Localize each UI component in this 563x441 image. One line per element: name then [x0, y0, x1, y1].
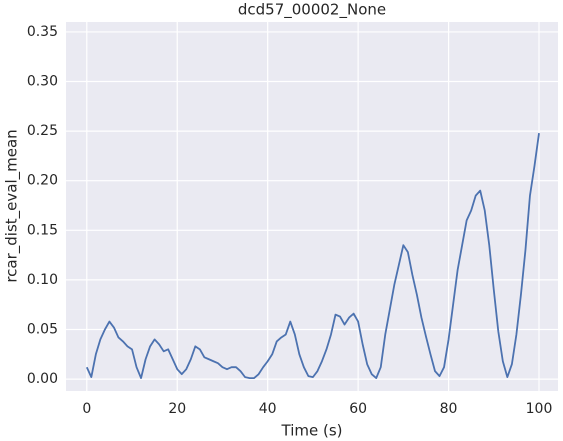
x-axis-label: Time (s) [281, 422, 343, 440]
x-tick-label: 60 [349, 401, 367, 417]
data-line [85, 132, 540, 379]
y-tick-label: 0.35 [27, 24, 58, 40]
y-tick-label: 0.30 [27, 74, 58, 90]
y-tick-label: 0.20 [27, 173, 58, 189]
y-tick-label: 0.10 [27, 272, 58, 288]
x-tick-label: 80 [440, 401, 458, 417]
y-tick-label: 0.05 [27, 322, 58, 338]
y-tick-label: 0.00 [27, 371, 58, 387]
y-axis-label: rcar_dist_eval_mean [3, 129, 22, 282]
x-tick-label: 20 [168, 401, 186, 417]
y-tick-label: 0.25 [27, 123, 58, 139]
x-tick-label: 40 [259, 401, 277, 417]
x-tick-label: 100 [526, 401, 553, 417]
x-tick-label: 0 [82, 401, 91, 417]
chart-title: dcd57_00002_None [238, 1, 386, 20]
y-tick-label: 0.15 [27, 222, 58, 238]
